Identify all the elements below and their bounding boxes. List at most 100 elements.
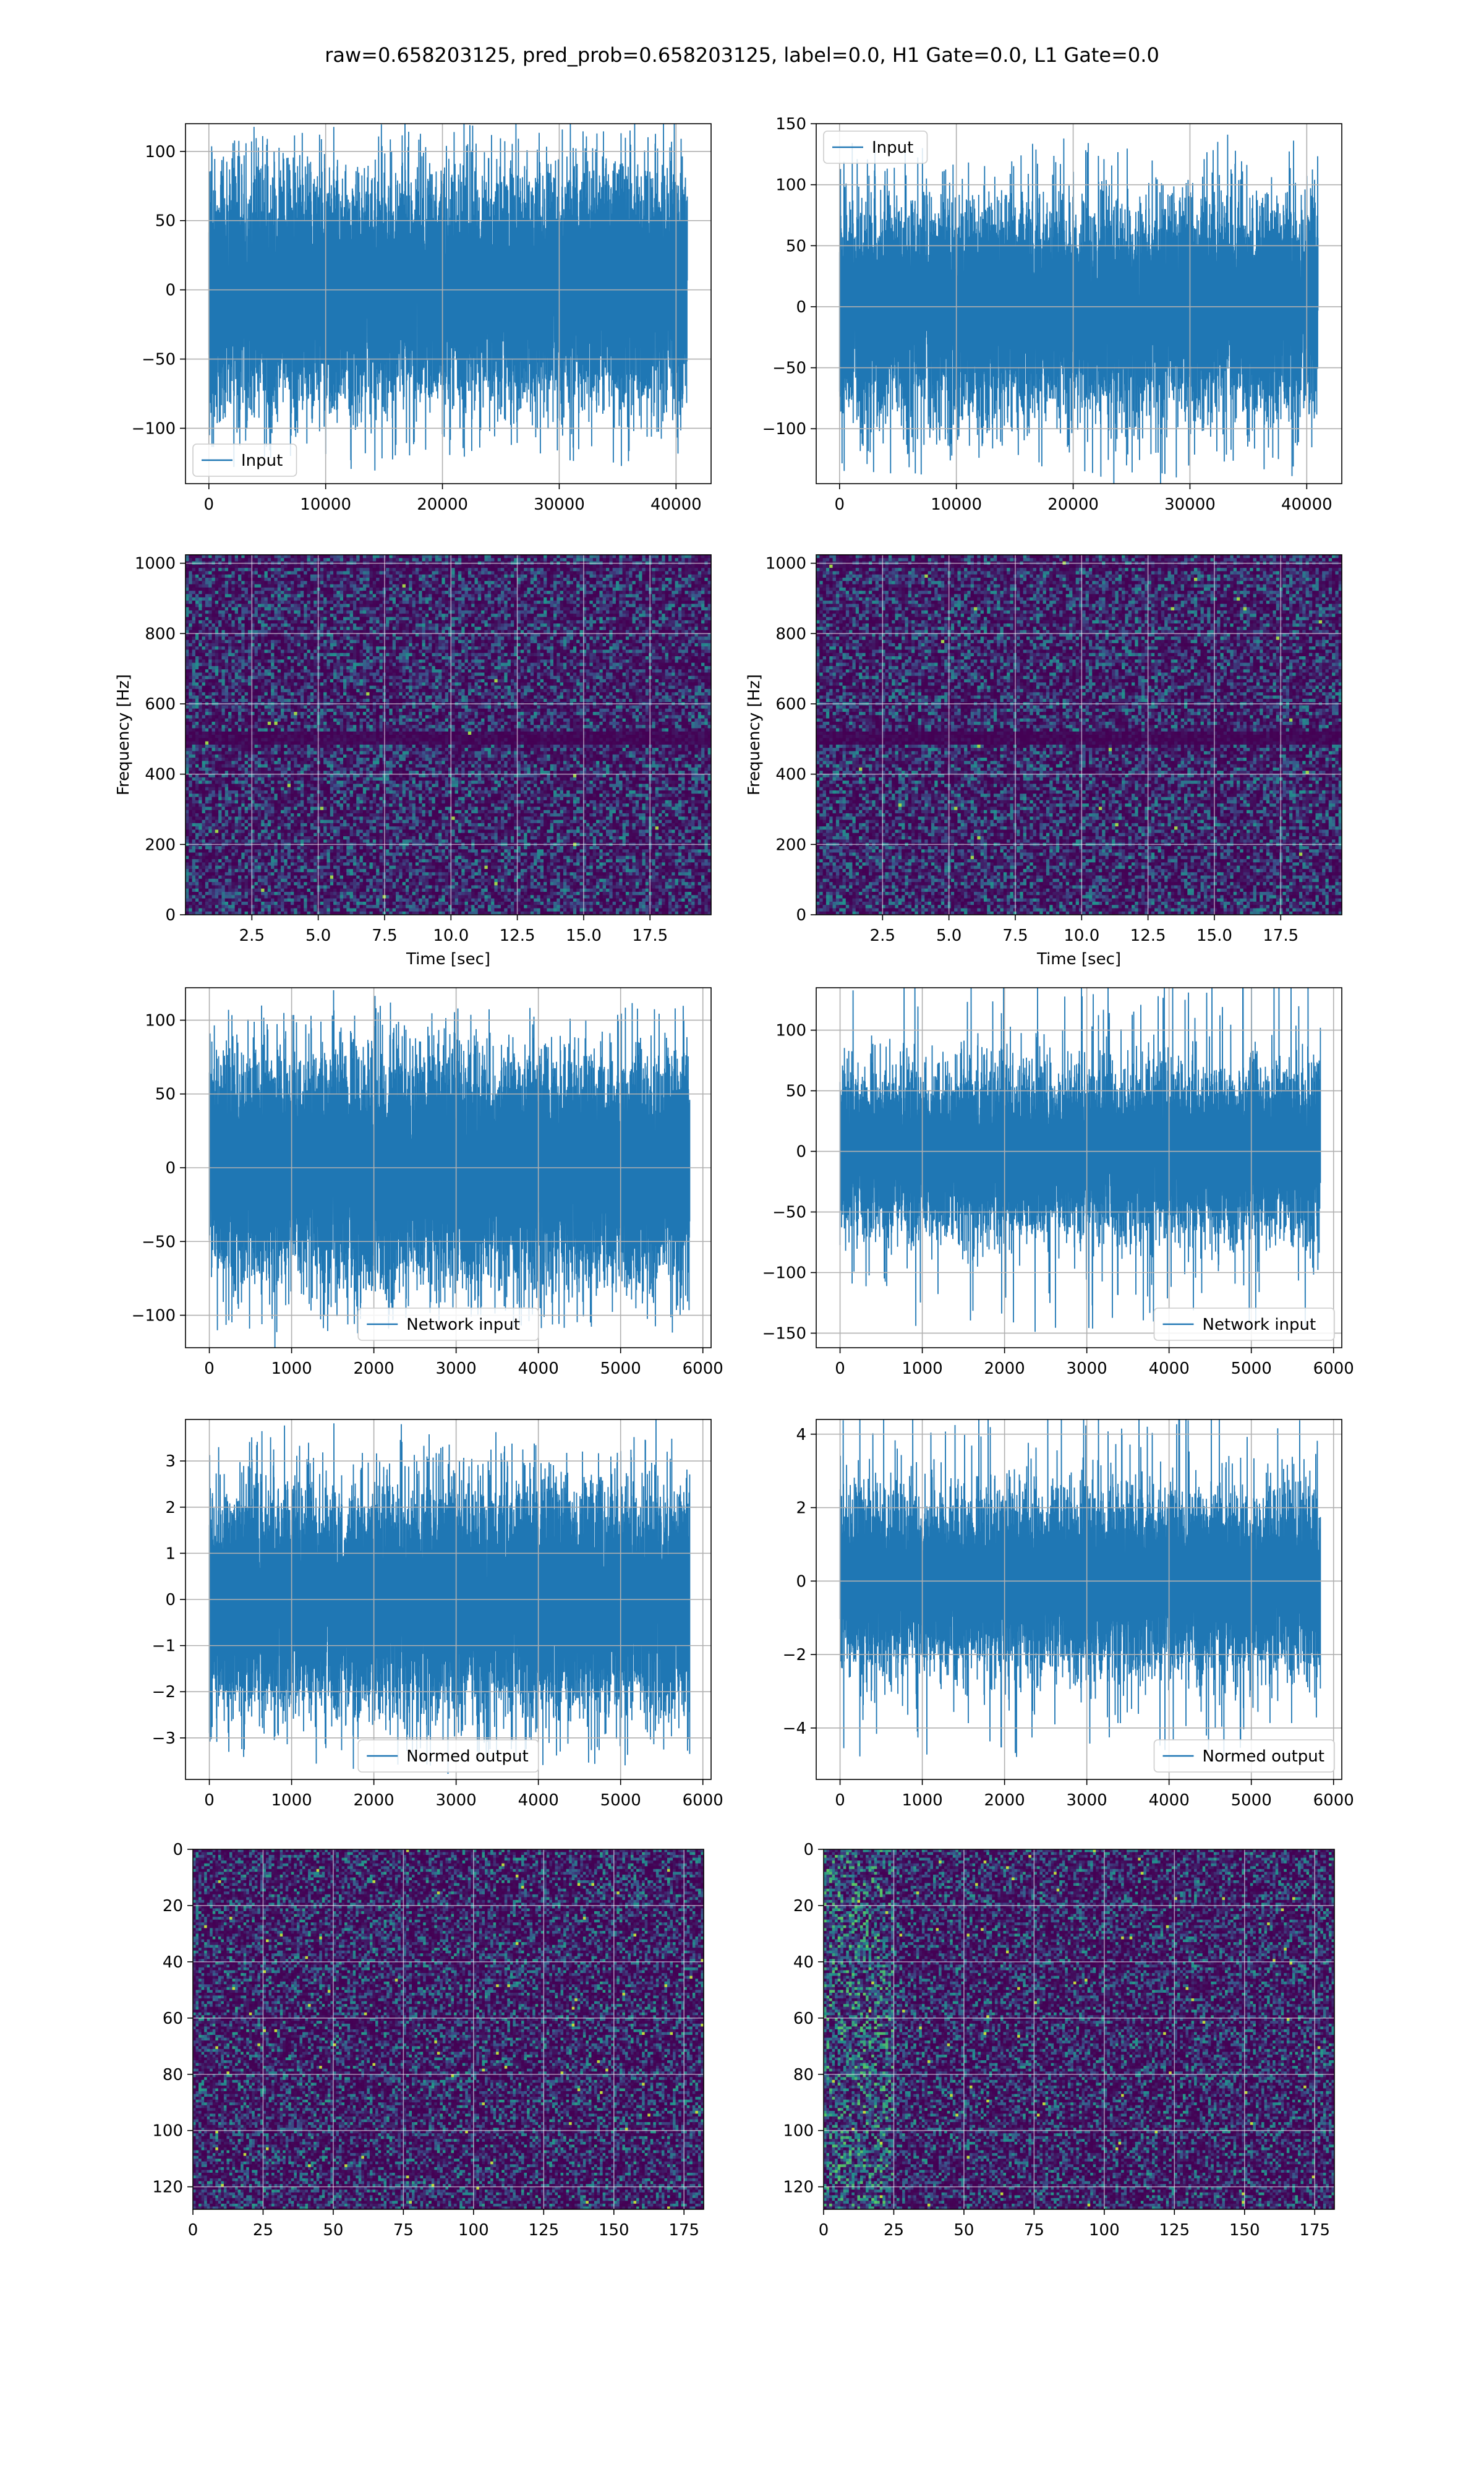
heatmap-cell: [189, 617, 192, 621]
heatmap-cell: [445, 604, 449, 607]
heatmap-cell: [412, 584, 416, 588]
heatmap-cell: [340, 588, 344, 591]
heatmap-cell: [580, 555, 584, 559]
heatmap-cell: [534, 617, 537, 621]
heatmap-cell: [662, 607, 665, 611]
heatmap-cell: [547, 640, 550, 644]
heatmap-cell: [642, 607, 646, 611]
heatmap-cell: [504, 649, 508, 653]
heatmap-cell: [261, 601, 265, 604]
heatmap-cell: [360, 640, 364, 644]
heatmap-cell: [353, 636, 357, 640]
heatmap-cell: [238, 643, 242, 647]
heatmap-cell: [633, 571, 636, 575]
heatmap-cell: [701, 604, 705, 607]
heatmap-cell: [396, 571, 399, 575]
heatmap-cell: [672, 597, 675, 601]
heatmap-cell: [508, 588, 511, 591]
heatmap-cell: [688, 636, 692, 640]
heatmap-cell: [356, 620, 360, 624]
heatmap-cell: [642, 614, 646, 617]
heatmap-cell: [389, 584, 393, 588]
heatmap-cell: [346, 581, 350, 584]
heatmap-cell: [652, 594, 655, 597]
heatmap-cell: [672, 571, 675, 575]
heatmap-cell: [422, 568, 426, 571]
heatmap-cell: [609, 581, 613, 584]
heatmap-cell: [544, 581, 547, 584]
heatmap-cell: [508, 558, 511, 562]
heatmap-cell: [573, 571, 577, 575]
heatmap-cell: [297, 627, 301, 630]
heatmap-cell: [370, 649, 373, 653]
heatmap-cell: [613, 649, 616, 653]
heatmap-cell: [189, 584, 192, 588]
heatmap-cell: [366, 610, 370, 614]
heatmap-cell: [366, 581, 370, 584]
heatmap-cell: [255, 649, 258, 653]
heatmap-cell: [573, 565, 577, 568]
heatmap-cell: [580, 571, 584, 575]
heatmap-cell: [461, 601, 465, 604]
heatmap-cell: [403, 565, 406, 568]
heatmap-cell: [619, 620, 623, 624]
heatmap-cell: [688, 575, 692, 578]
heatmap-cell: [698, 578, 702, 581]
heatmap-cell: [573, 610, 577, 614]
heatmap-cell: [310, 597, 314, 601]
heatmap-cell: [360, 568, 364, 571]
heatmap-cell: [202, 571, 206, 575]
heatmap-cell: [248, 614, 252, 617]
heatmap-cell: [435, 588, 439, 591]
heatmap-cell: [304, 591, 307, 594]
heatmap-cell: [416, 610, 419, 614]
heatmap-cell: [231, 578, 235, 581]
heatmap-cell: [271, 640, 275, 644]
heatmap-cell: [212, 610, 216, 614]
heatmap-cell: [343, 623, 347, 627]
heatmap-cell: [633, 555, 636, 559]
heatmap-cell: [278, 565, 281, 568]
heatmap-cell: [294, 568, 297, 571]
heatmap-cell: [623, 627, 626, 630]
heatmap-cell: [350, 555, 354, 559]
heatmap-cell: [326, 636, 330, 640]
heatmap-cell: [642, 620, 646, 624]
heatmap-cell: [484, 555, 488, 559]
heatmap-cell: [603, 565, 607, 568]
heatmap-cell: [550, 575, 554, 578]
heatmap-cell: [531, 558, 534, 562]
heatmap-cell: [274, 614, 278, 617]
heatmap-cell: [629, 591, 633, 594]
heatmap-cell: [268, 640, 271, 644]
heatmap-cell: [586, 565, 590, 568]
heatmap-cell: [573, 614, 577, 617]
y-tick-label: 150: [775, 115, 806, 134]
heatmap-cell: [198, 578, 202, 581]
heatmap-cell: [501, 601, 505, 604]
heatmap-cell: [458, 597, 462, 601]
heatmap-cell: [665, 575, 669, 578]
heatmap-cell: [403, 568, 406, 571]
heatmap-cell: [445, 578, 449, 581]
heatmap-cell: [471, 584, 475, 588]
heatmap-cell: [537, 607, 540, 611]
heatmap-cell: [603, 558, 607, 562]
heatmap-cell: [455, 594, 459, 597]
heatmap-cell: [386, 565, 390, 568]
heatmap-cell: [241, 620, 245, 624]
heatmap-cell: [527, 646, 531, 650]
heatmap-cell: [241, 649, 245, 653]
heatmap-cell: [511, 640, 514, 644]
heatmap-cell: [366, 627, 370, 630]
heatmap-cell: [189, 640, 192, 644]
heatmap-cell: [646, 610, 649, 614]
heatmap-cell: [498, 591, 501, 594]
heatmap-cell: [258, 578, 262, 581]
heatmap-cell: [481, 623, 485, 627]
heatmap-cell: [547, 643, 550, 647]
heatmap-cell: [668, 607, 672, 611]
heatmap-cell: [471, 588, 475, 591]
heatmap-cell: [238, 584, 242, 588]
heatmap-cell: [629, 640, 633, 644]
